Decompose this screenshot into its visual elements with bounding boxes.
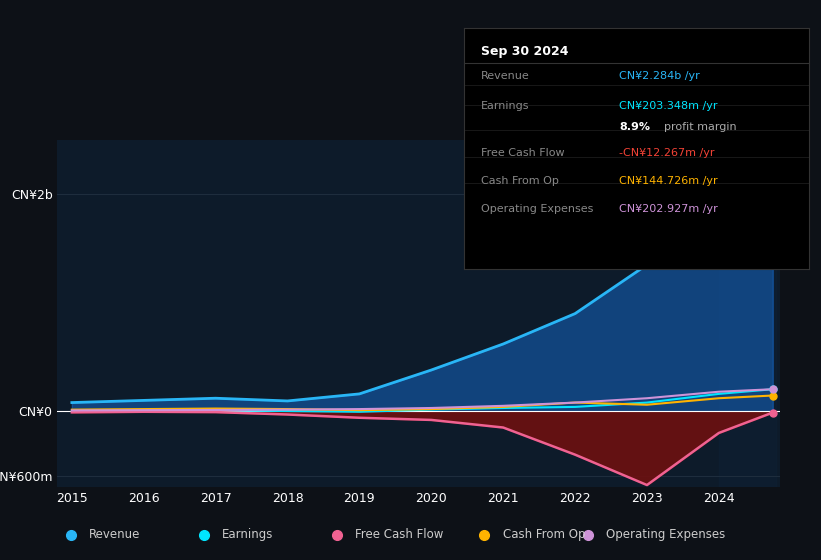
Text: Earnings: Earnings xyxy=(481,101,530,111)
Text: Earnings: Earnings xyxy=(222,528,273,542)
Text: Revenue: Revenue xyxy=(481,71,530,81)
Text: CN¥202.927m /yr: CN¥202.927m /yr xyxy=(619,204,718,214)
Text: Free Cash Flow: Free Cash Flow xyxy=(481,148,565,158)
Text: Sep 30 2024: Sep 30 2024 xyxy=(481,45,569,58)
Text: Operating Expenses: Operating Expenses xyxy=(481,204,594,214)
Text: CN¥144.726m /yr: CN¥144.726m /yr xyxy=(619,176,718,186)
Text: Cash From Op: Cash From Op xyxy=(481,176,559,186)
Text: Cash From Op: Cash From Op xyxy=(502,528,585,542)
Text: CN¥2.284b /yr: CN¥2.284b /yr xyxy=(619,71,699,81)
Text: -CN¥12.267m /yr: -CN¥12.267m /yr xyxy=(619,148,714,158)
Text: CN¥203.348m /yr: CN¥203.348m /yr xyxy=(619,101,718,111)
Text: profit margin: profit margin xyxy=(664,122,736,132)
Text: Operating Expenses: Operating Expenses xyxy=(606,528,726,542)
Text: Revenue: Revenue xyxy=(89,528,140,542)
Text: 8.9%: 8.9% xyxy=(619,122,650,132)
Text: Free Cash Flow: Free Cash Flow xyxy=(355,528,443,542)
Bar xyxy=(719,140,777,487)
